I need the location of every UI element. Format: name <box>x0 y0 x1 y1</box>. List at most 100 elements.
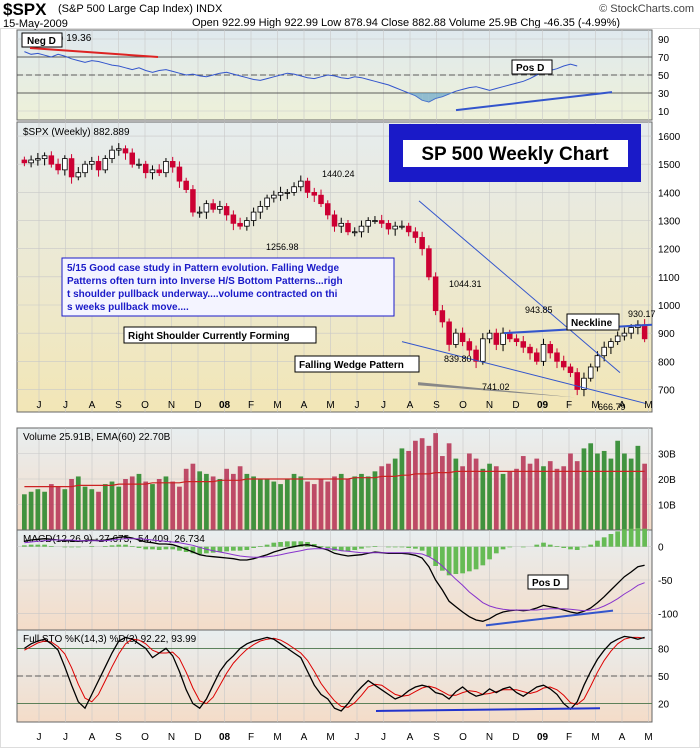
price-x-label: A <box>89 400 96 411</box>
candle-body <box>358 225 365 233</box>
y-tick-label: 0 <box>658 543 664 554</box>
volume-bar <box>96 491 101 530</box>
price-x-label: M <box>644 400 652 411</box>
y-tick-label: 20 <box>658 700 670 711</box>
candle-body <box>277 191 284 196</box>
note-text-line: s weeks pullback move.... <box>67 302 189 313</box>
candle-body <box>217 206 223 210</box>
rsi-oversold-fill <box>442 93 450 97</box>
volume-bar <box>338 473 344 530</box>
volume-bar <box>460 466 465 530</box>
candle-body <box>55 163 61 171</box>
price-x-label: S <box>433 400 440 411</box>
macd-histogram-bar <box>123 544 128 547</box>
chart-title: SP 500 Weekly Chart <box>421 144 609 165</box>
bottom-x-label: 09 <box>537 732 549 743</box>
macd-histogram-bar <box>615 531 621 547</box>
macd-histogram-bar <box>150 546 155 550</box>
candle-body <box>89 161 95 165</box>
volume-bar <box>271 481 277 530</box>
bottom-x-label: N <box>486 732 493 743</box>
macd-histogram-bar <box>116 544 122 547</box>
wedge-pointer <box>418 382 575 398</box>
macd-histogram-bar <box>608 534 614 547</box>
macd-histogram-bar <box>554 546 560 547</box>
macd-histogram-bar <box>257 546 263 547</box>
volume-bar <box>22 494 27 530</box>
macd-histogram-bar <box>392 546 398 548</box>
price-annotation-label: 1256.98 <box>266 242 299 252</box>
volume-bar <box>42 491 47 530</box>
bottom-x-label: O <box>141 732 149 743</box>
macd-histogram-bar <box>399 546 405 548</box>
macd-histogram-bar <box>365 546 371 548</box>
neckline-box <box>566 313 620 331</box>
candle-body <box>621 332 628 337</box>
price-label: $SPX (Weekly) 882.889 <box>23 127 130 138</box>
price-x-label: N <box>168 400 175 411</box>
candle-body <box>62 158 68 171</box>
volume-bar <box>466 453 472 530</box>
macd-histogram-bar <box>163 546 169 550</box>
rsi-oversold-fill <box>408 93 416 96</box>
volume-bar <box>453 458 459 530</box>
candle-body <box>473 349 479 362</box>
volume-bar <box>534 458 540 530</box>
candle-body <box>426 248 432 278</box>
macd-histogram-bar <box>22 545 27 547</box>
volume-bar <box>601 450 607 530</box>
volume-bar <box>48 484 54 530</box>
candle-body <box>432 276 439 312</box>
candle-body <box>338 222 345 227</box>
macd-histogram-bar <box>520 546 526 548</box>
neg-d-box <box>21 32 63 48</box>
y-tick-label: 900 <box>658 329 675 340</box>
volume-bar <box>615 440 621 530</box>
macd-histogram-bar <box>561 546 567 548</box>
price-x-label: N <box>486 400 493 411</box>
bottom-x-label: 08 <box>219 732 231 743</box>
macd-histogram-bar <box>48 546 54 547</box>
candle-body <box>614 335 621 343</box>
candle-body <box>587 366 594 379</box>
candle-body <box>244 220 250 227</box>
volume-bar <box>527 463 533 530</box>
candle-body <box>641 324 648 340</box>
macd-histogram-bar <box>42 544 47 547</box>
volume-bar <box>520 456 526 530</box>
price-x-label: D <box>512 400 519 411</box>
volume-bar <box>35 489 41 530</box>
wedge-box <box>294 355 420 373</box>
candle-body <box>223 206 230 216</box>
macd-histogram-bar <box>426 546 432 557</box>
volume-bar <box>500 473 506 530</box>
macd-histogram-bar <box>271 542 277 547</box>
volume-bar <box>541 466 546 530</box>
wedge-lower-line <box>401 341 647 405</box>
candle-body <box>149 169 156 174</box>
candle-body <box>304 180 311 193</box>
y-tick-label: -100 <box>658 609 678 620</box>
volume-bar <box>284 479 290 530</box>
shoulder-box <box>123 326 317 344</box>
rsi-oversold-fill <box>449 93 456 94</box>
y-tick-label: 1400 <box>658 188 681 199</box>
macd-pos-d-label: Pos D <box>532 578 560 589</box>
y-tick-label: 1500 <box>658 160 681 171</box>
candle-body <box>196 211 203 214</box>
volume-bar <box>264 479 270 530</box>
macd-pos-d-box <box>527 574 569 590</box>
volume-bar <box>217 479 223 530</box>
volume-bar <box>318 479 324 530</box>
volume-bar <box>352 476 358 530</box>
candle-body <box>554 352 560 362</box>
ohlc-readout: Open 922.99 High 922.99 Low 878.94 Close… <box>192 17 621 29</box>
candle-body <box>365 220 371 227</box>
chart-date: 15-May-2009 <box>3 18 68 30</box>
y-tick-label: 50 <box>658 71 670 82</box>
volume-ema-line <box>24 470 645 488</box>
macd-histogram-bar <box>500 546 506 550</box>
candle-body <box>459 332 466 343</box>
neg-d-label: Neg D <box>27 36 56 47</box>
rsi-oversold-fill <box>415 93 423 101</box>
